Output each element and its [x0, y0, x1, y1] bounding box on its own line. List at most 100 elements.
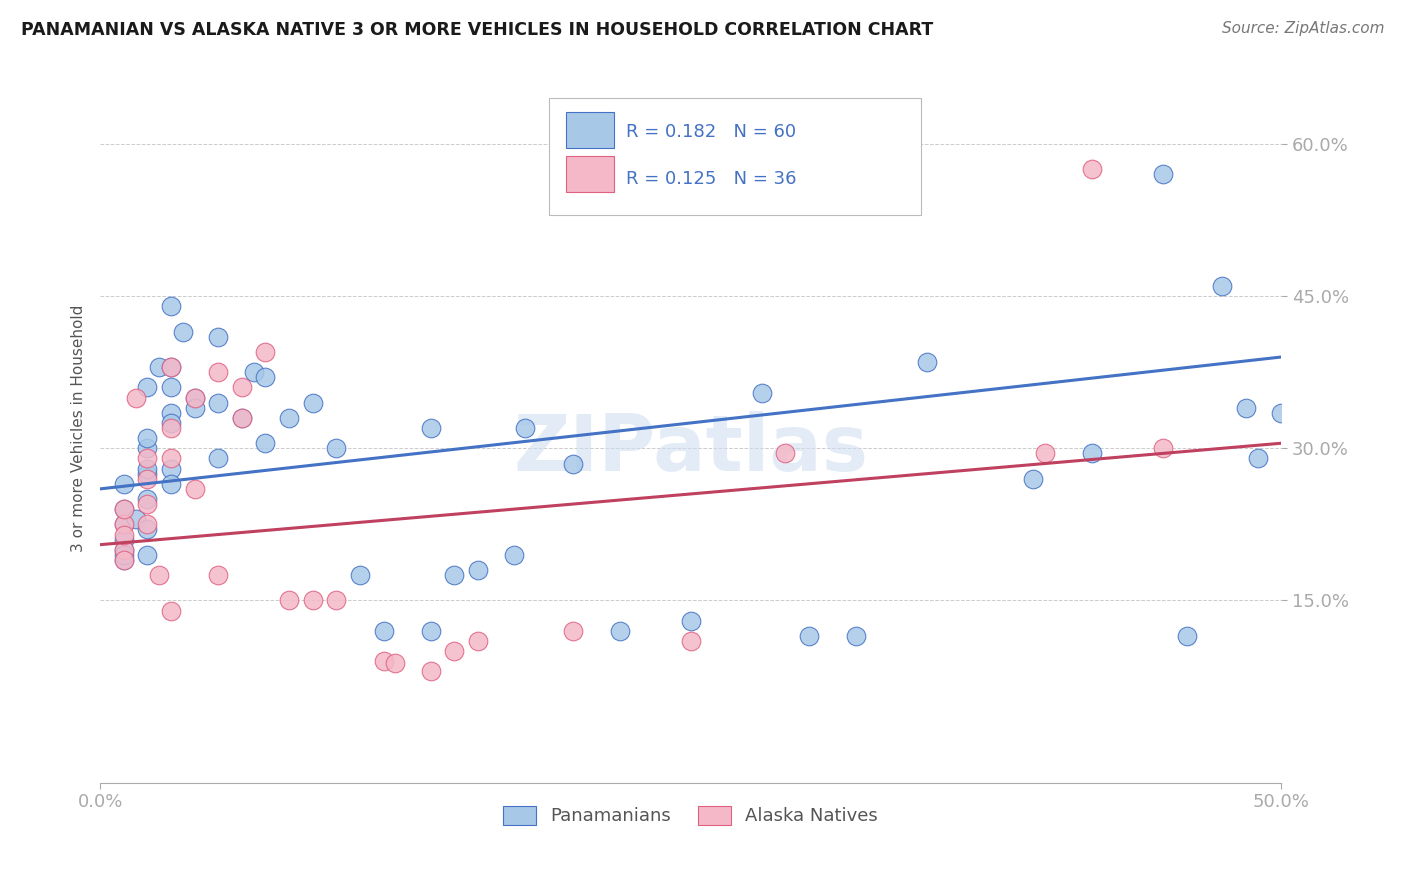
Point	[136, 517, 159, 532]
Point	[183, 401, 205, 415]
Point	[679, 634, 702, 648]
Point	[124, 391, 146, 405]
Point	[160, 461, 183, 475]
Point	[112, 517, 135, 532]
Point	[160, 416, 183, 430]
Point	[136, 431, 159, 445]
Point	[679, 614, 702, 628]
Point	[773, 446, 796, 460]
Point	[301, 593, 323, 607]
Point	[1246, 451, 1268, 466]
Point	[160, 421, 183, 435]
Point	[561, 624, 583, 638]
Point	[136, 442, 159, 456]
Legend: Panamanians, Alaska Natives: Panamanians, Alaska Natives	[495, 797, 887, 834]
Point	[1211, 279, 1233, 293]
Point	[112, 542, 135, 557]
Point	[1033, 446, 1056, 460]
Point	[915, 355, 938, 369]
Point	[112, 553, 135, 567]
Point	[443, 568, 465, 582]
Point	[349, 568, 371, 582]
Point	[301, 395, 323, 409]
Point	[136, 461, 159, 475]
Point	[136, 497, 159, 511]
Point	[136, 523, 159, 537]
Point	[1081, 446, 1104, 460]
Point	[242, 365, 264, 379]
Point	[254, 370, 277, 384]
Point	[231, 380, 253, 394]
Point	[325, 442, 347, 456]
Point	[419, 665, 441, 679]
Point	[112, 517, 135, 532]
Point	[278, 410, 301, 425]
Point	[183, 482, 205, 496]
Point	[112, 476, 135, 491]
Point	[148, 360, 170, 375]
Point	[207, 395, 229, 409]
Text: R = 0.125   N = 36: R = 0.125 N = 36	[626, 170, 796, 188]
Text: R = 0.182   N = 60: R = 0.182 N = 60	[626, 123, 796, 141]
Point	[1270, 406, 1292, 420]
Point	[1175, 629, 1198, 643]
Point	[797, 629, 820, 643]
Point	[207, 451, 229, 466]
Point	[160, 380, 183, 394]
Point	[1152, 442, 1174, 456]
Point	[207, 365, 229, 379]
Point	[443, 644, 465, 658]
Point	[254, 345, 277, 359]
Point	[160, 476, 183, 491]
Point	[467, 634, 489, 648]
Y-axis label: 3 or more Vehicles in Household: 3 or more Vehicles in Household	[72, 304, 86, 551]
Point	[1081, 162, 1104, 177]
Point	[609, 624, 631, 638]
Point	[207, 329, 229, 343]
Text: Source: ZipAtlas.com: Source: ZipAtlas.com	[1222, 21, 1385, 36]
Point	[112, 548, 135, 562]
Point	[561, 457, 583, 471]
Point	[278, 593, 301, 607]
Point	[751, 385, 773, 400]
Point	[160, 604, 183, 618]
Point	[136, 467, 159, 481]
Point	[384, 657, 406, 671]
Point	[136, 491, 159, 506]
Text: PANAMANIAN VS ALASKA NATIVE 3 OR MORE VEHICLES IN HOUSEHOLD CORRELATION CHART: PANAMANIAN VS ALASKA NATIVE 3 OR MORE VE…	[21, 21, 934, 38]
Point	[172, 325, 194, 339]
Point	[160, 299, 183, 313]
FancyBboxPatch shape	[565, 156, 614, 193]
Point	[112, 533, 135, 547]
Point	[112, 502, 135, 516]
Point	[183, 391, 205, 405]
Point	[160, 406, 183, 420]
Point	[136, 472, 159, 486]
Point	[515, 421, 537, 435]
Point	[373, 654, 395, 668]
Point	[419, 421, 441, 435]
Point	[112, 527, 135, 541]
Point	[160, 451, 183, 466]
Point	[231, 410, 253, 425]
Text: ZIPatlas: ZIPatlas	[513, 411, 868, 487]
Point	[136, 451, 159, 466]
FancyBboxPatch shape	[565, 112, 614, 148]
Point	[160, 360, 183, 375]
Point	[1022, 472, 1045, 486]
Point	[1234, 401, 1257, 415]
Point	[502, 548, 524, 562]
Point	[373, 624, 395, 638]
Point	[845, 629, 868, 643]
Point	[148, 568, 170, 582]
Point	[112, 502, 135, 516]
Point	[254, 436, 277, 450]
Point	[183, 391, 205, 405]
Point	[124, 512, 146, 526]
Point	[231, 410, 253, 425]
Point	[112, 542, 135, 557]
Point	[160, 360, 183, 375]
Point	[136, 380, 159, 394]
Point	[419, 624, 441, 638]
Point	[467, 563, 489, 577]
